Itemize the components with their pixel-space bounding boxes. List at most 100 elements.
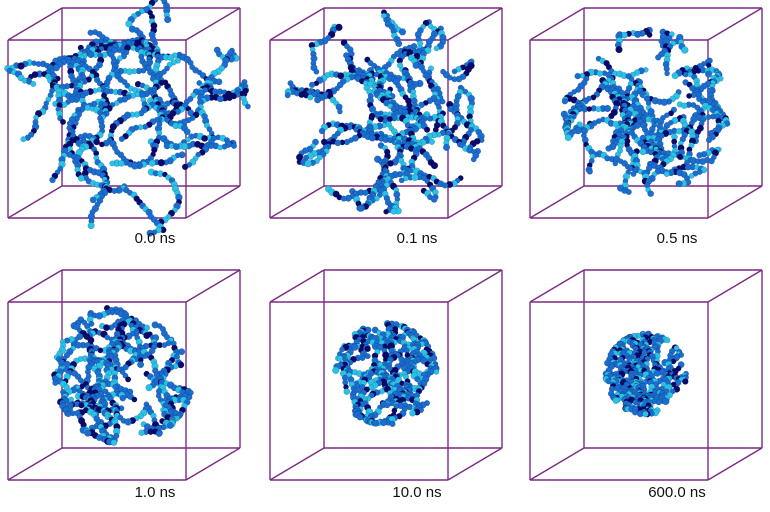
- polymer-bead: [52, 379, 59, 386]
- polymer-bead: [181, 163, 189, 171]
- polymer-bead: [206, 126, 213, 133]
- polymer-bead: [409, 409, 416, 417]
- simulation-box-6: [529, 269, 763, 481]
- polymer-bead: [655, 399, 662, 406]
- box-edge: [447, 447, 503, 481]
- box-edge: [185, 185, 241, 219]
- polymer-bead: [93, 138, 101, 146]
- polymer-bead: [639, 148, 647, 156]
- snapshot-panel-6: 600.0 ns: [522, 262, 770, 512]
- polymer-bead: [646, 32, 653, 38]
- polymer-bead: [664, 337, 671, 344]
- box-edge: [707, 185, 763, 219]
- time-label-1: 0.0 ns: [134, 230, 176, 247]
- polymer-bead: [97, 347, 104, 354]
- simulation-box-5: [269, 269, 503, 481]
- polymer-bead: [161, 342, 168, 349]
- polymer-bead: [147, 428, 154, 435]
- polymer-bead: [561, 97, 569, 105]
- polymer-bead: [704, 70, 712, 78]
- box-edge: [707, 447, 763, 481]
- polymer-bead: [368, 134, 376, 142]
- simulation-box-3: [529, 7, 763, 219]
- polymer-bead: [634, 30, 642, 38]
- polymer-bead: [390, 208, 398, 215]
- polymer-bead: [118, 160, 125, 167]
- box-edge: [707, 269, 763, 303]
- polymer-bead: [99, 141, 105, 148]
- polymer-bead: [586, 106, 593, 112]
- polymer-bead: [17, 62, 25, 70]
- box-edge: [7, 269, 63, 303]
- polymer-bead: [564, 133, 572, 142]
- box-edge: [707, 7, 763, 41]
- polymer-bead: [216, 95, 224, 103]
- polymer-bead: [35, 61, 42, 68]
- polymer-bead: [84, 429, 92, 437]
- polymer-bead: [398, 177, 405, 184]
- polymer-bead: [164, 16, 172, 24]
- polymer-bead: [230, 142, 237, 149]
- polymer-bead: [383, 208, 389, 215]
- polymer-bead: [671, 72, 679, 80]
- box-edge: [185, 7, 241, 41]
- polymer-bead: [314, 96, 322, 104]
- box-edge: [529, 269, 585, 303]
- polymer-bead: [308, 81, 316, 88]
- polymer-bead: [87, 29, 94, 36]
- polymer-bead: [78, 402, 85, 409]
- polymer-bead: [364, 345, 371, 353]
- polymer-bead: [686, 93, 693, 99]
- polymer-bead: [430, 195, 438, 203]
- polymer-bead: [167, 54, 175, 61]
- polymer-bead: [608, 112, 615, 120]
- polymer-bead: [442, 182, 449, 189]
- polymer-bead: [87, 51, 95, 59]
- polymer-bead: [612, 160, 619, 167]
- polymer-bead: [215, 78, 223, 86]
- simulation-box-4: [7, 269, 241, 481]
- time-label-5: 10.0 ns: [392, 484, 442, 501]
- polymer-bead: [641, 349, 648, 356]
- box-edge: [529, 7, 585, 41]
- polymer-bead: [681, 102, 688, 109]
- polymer-bead: [125, 20, 133, 28]
- polymer-bead: [684, 163, 692, 171]
- polymer-bead: [343, 388, 351, 395]
- polymer-bead: [304, 159, 312, 168]
- box-edge: [7, 447, 63, 481]
- polymer-bead: [675, 128, 683, 135]
- polymer-bead: [332, 366, 340, 374]
- polymer-bead: [60, 118, 67, 125]
- polymer-bead: [336, 355, 344, 362]
- polymer-bead: [699, 157, 707, 165]
- time-label-3: 0.5 ns: [656, 230, 698, 247]
- polymer-bead: [87, 222, 95, 230]
- polymer-bead: [664, 70, 670, 77]
- polymer-bead: [148, 159, 156, 167]
- polymer-bead: [630, 170, 637, 177]
- polymer-bead: [337, 72, 345, 80]
- polymer-bead: [125, 376, 132, 383]
- polymer-bead: [424, 126, 431, 133]
- polymer-bead: [586, 168, 593, 175]
- polymer-bead: [124, 418, 132, 426]
- polymer-bead: [389, 420, 396, 428]
- box-edge: [447, 185, 503, 219]
- polymer-bead: [95, 312, 104, 320]
- polymer-bead: [126, 68, 134, 76]
- polymer-bead: [451, 76, 458, 83]
- box-edge: [447, 269, 503, 303]
- polymer-bead: [356, 413, 364, 421]
- polymer-bead: [337, 108, 343, 115]
- polymer-bead: [688, 172, 695, 179]
- polymer-bead: [119, 369, 126, 375]
- box-edge: [7, 185, 63, 219]
- polymer-bead: [376, 343, 384, 351]
- box-edge: [269, 447, 325, 481]
- polymer-bead: [428, 138, 436, 145]
- snapshot-panel-1: 0.0 ns: [0, 0, 251, 250]
- polymer-bead: [615, 45, 623, 54]
- polymer-bead: [642, 410, 649, 418]
- polymer-bead: [655, 54, 662, 61]
